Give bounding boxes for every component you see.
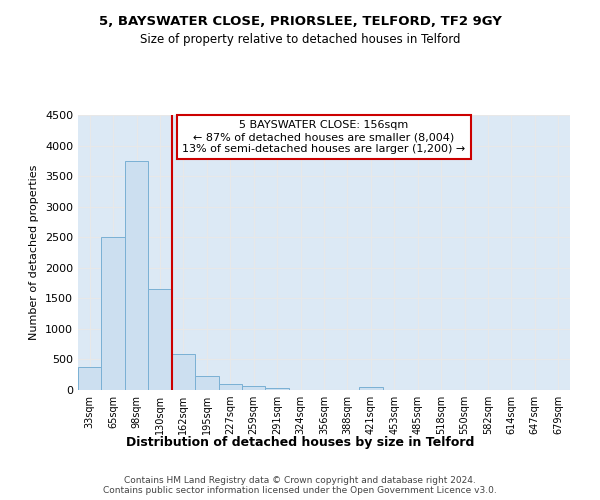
Text: Distribution of detached houses by size in Telford: Distribution of detached houses by size …: [126, 436, 474, 449]
Text: 5 BAYSWATER CLOSE: 156sqm
← 87% of detached houses are smaller (8,004)
13% of se: 5 BAYSWATER CLOSE: 156sqm ← 87% of detac…: [182, 120, 466, 154]
Y-axis label: Number of detached properties: Number of detached properties: [29, 165, 40, 340]
Bar: [195, 376, 218, 390]
Bar: [148, 289, 172, 390]
Bar: [359, 386, 383, 390]
Bar: [172, 354, 195, 390]
Bar: [78, 367, 101, 390]
Text: Contains HM Land Registry data © Crown copyright and database right 2024.
Contai: Contains HM Land Registry data © Crown c…: [103, 476, 497, 495]
Bar: [242, 386, 265, 390]
Bar: [265, 388, 289, 390]
Bar: [218, 384, 242, 390]
Bar: [101, 237, 125, 390]
Text: 5, BAYSWATER CLOSE, PRIORSLEE, TELFORD, TF2 9GY: 5, BAYSWATER CLOSE, PRIORSLEE, TELFORD, …: [98, 15, 502, 28]
Bar: [125, 161, 148, 390]
Text: Size of property relative to detached houses in Telford: Size of property relative to detached ho…: [140, 32, 460, 46]
